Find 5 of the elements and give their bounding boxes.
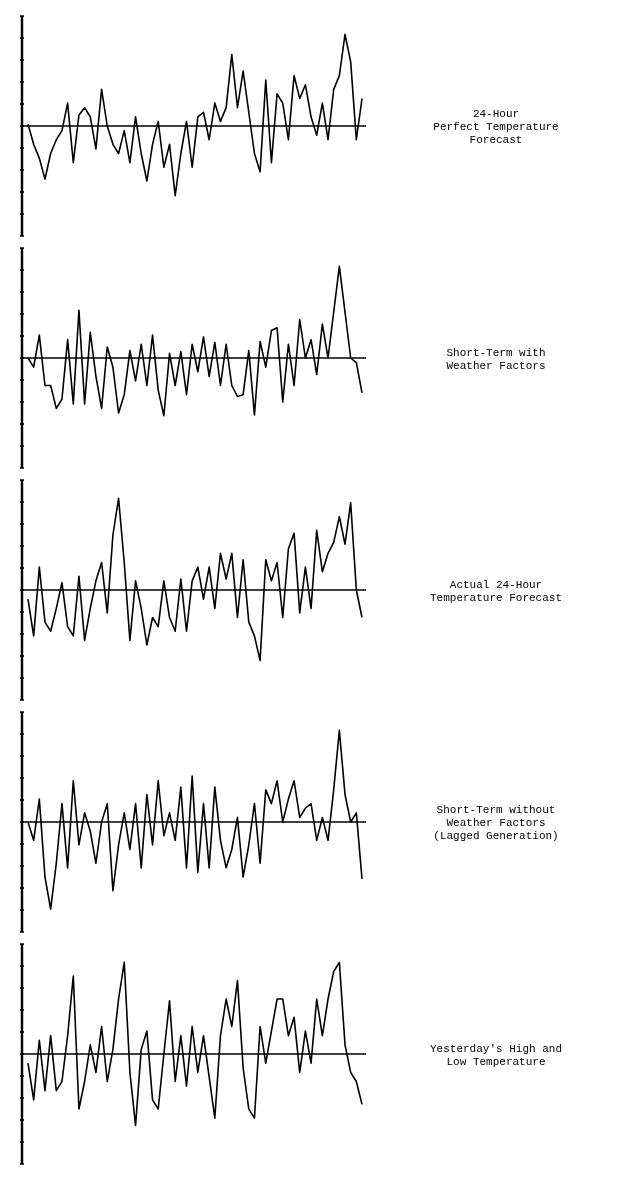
text: Actual 24-Hour Temperature Forecast	[429, 578, 563, 604]
text: Short-Term with Weather Factors	[446, 346, 546, 372]
text: Yesterday's High and Low Temperature	[429, 1042, 563, 1068]
text: Short-Term without Weather Factors (Lagged Generation)	[433, 804, 559, 842]
text: 24-Hour Perfect Temperature Forecast	[433, 108, 559, 146]
